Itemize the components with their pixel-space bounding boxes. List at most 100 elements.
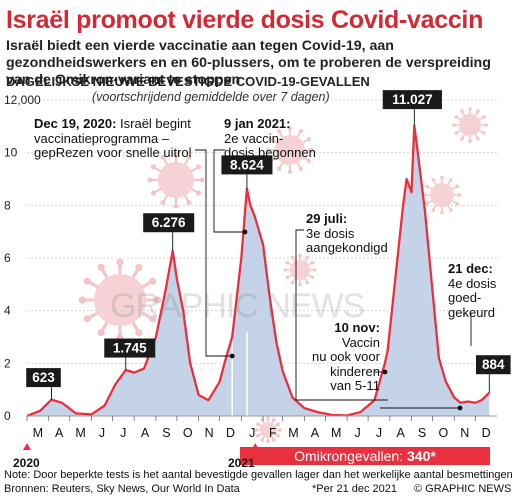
x-tick-label: D (482, 426, 491, 440)
omicron-banner: Omikrongevallen: 340* (240, 447, 490, 465)
virus-spike-tip (287, 169, 293, 174)
chart-subtitle: (voortschrijdend gemiddelde over 7 dagen… (92, 90, 330, 104)
intro-text: Israël biedt een vierde vaccinatie aan t… (6, 38, 491, 88)
x-tick-label: N (205, 426, 214, 440)
data-label-box (382, 90, 442, 110)
virus-spike-tip (310, 260, 315, 265)
virus-spike-tip (482, 115, 486, 119)
annotation-jul29: 29 juli: 3e dosis aangekondigd (306, 211, 388, 255)
area-series (26, 124, 497, 417)
virus-spike-tip (290, 280, 295, 285)
y-tick-label: 12,000 (4, 93, 41, 107)
virus-spike-tip (454, 131, 458, 135)
virus-body (275, 135, 305, 165)
virus-spike-tip (455, 201, 459, 206)
data-label: 623 (32, 370, 55, 385)
virus-icon (283, 253, 317, 287)
virus-icon (254, 416, 282, 444)
virus-spike-tip (266, 439, 270, 444)
y-tick-label: 8 (4, 198, 11, 212)
virus-spike-tip (431, 208, 436, 212)
x-tick-label: J (376, 426, 382, 440)
annotation-nov10: 10 nov: Vaccin nu ook voor kinderen van … (312, 320, 380, 393)
sources: Bronnen: Reuters, Sky News, Our World In… (4, 483, 240, 495)
virus-spike-tip (272, 438, 276, 442)
virus-spike-tip (135, 263, 143, 271)
virus-spike-tip (186, 154, 192, 160)
x-tick-label: N (460, 426, 469, 440)
virus-spike-tip (440, 175, 444, 180)
virus-spike-tip (97, 329, 105, 337)
x-tick-label: M (331, 426, 341, 440)
virus-spike-tip (310, 275, 315, 280)
annotation-dec19: Dec 19, 2020: Israël begint vaccinatiepr… (34, 116, 192, 160)
virus-icon (422, 175, 462, 215)
virus-spike-tip (260, 438, 265, 442)
y-tick-label: 4 (4, 304, 11, 318)
chart-title: DAGELIJKSE NIEUWE BEVESTIGDE COVID-19-GE… (6, 74, 370, 89)
x-tick-label: M (288, 426, 298, 440)
virus-body (290, 260, 310, 280)
year-2021: 2021 (228, 456, 255, 470)
virus-body (260, 422, 276, 438)
virus-spike-tip (199, 177, 205, 183)
virus-body (94, 274, 146, 326)
y-tick-label: 0 (4, 409, 11, 423)
year-2020: 2020 (13, 456, 40, 470)
virus-spike-tip (97, 263, 105, 271)
x-tick-label: A (141, 426, 150, 440)
virus-spike-tip (306, 137, 311, 142)
virus-icon (266, 126, 314, 174)
virus-spike-tip (305, 255, 310, 260)
virus-spike-tip (186, 200, 192, 206)
virus-spike-tip (448, 178, 453, 182)
virus-spike-tip (298, 282, 302, 287)
virus-spike-tip (309, 147, 314, 153)
y-tick-label: 6 (4, 251, 11, 265)
y-axis: 12,000 10 8 6 4 2 0 (4, 93, 41, 423)
year-marker (23, 443, 31, 450)
note: Note: Door beperkte tests is het aantal … (4, 469, 513, 481)
credit: © GRAPHIC NEWS (414, 483, 512, 495)
y-tick-label: 2 (4, 356, 11, 370)
virus-spike-tip (468, 139, 472, 143)
x-tick-label: J (354, 426, 360, 440)
virus-spike-tip (305, 280, 310, 285)
virus-spike-tip (298, 166, 303, 171)
data-label-box (143, 213, 195, 233)
virus-spike-tip (149, 277, 157, 285)
annotation-leaders (195, 149, 472, 411)
annotation-jan9: 9 jan 2021: 2e vaccin- dosis begonnen (224, 116, 316, 160)
x-tick-label: A (311, 426, 320, 440)
virus-spike-tip (468, 107, 472, 111)
x-tick-label: J (249, 426, 255, 440)
virus-spike-tip (448, 208, 453, 212)
virus-spike-tip (425, 201, 429, 206)
virus-spike-tip (455, 184, 459, 189)
virus-icon (78, 258, 162, 342)
virus-spike-tip (116, 258, 124, 266)
virus-spike-tip (173, 151, 179, 157)
virus-spike-tip (196, 164, 202, 170)
virus-spike-tip (277, 428, 282, 432)
virus-spike-tip (285, 275, 290, 280)
virus-body (459, 114, 481, 136)
virus-decoration (78, 107, 488, 444)
virus-spike-tip (431, 178, 436, 182)
virus-spike-tip (425, 184, 429, 189)
virus-spike-tip (83, 315, 91, 323)
virus-spike-tip (154, 296, 162, 304)
virus-spike-tip (298, 253, 302, 258)
leader-dot (457, 405, 463, 411)
virus-spike-tip (269, 137, 274, 142)
virus-icon (452, 107, 488, 143)
data-label-box (475, 355, 511, 375)
virus-spike-tip (440, 210, 444, 215)
virus-spike-tip (260, 418, 265, 422)
virus-spike-tip (312, 268, 317, 272)
virus-spike-tip (290, 255, 295, 260)
x-tick-label: S (162, 426, 170, 440)
data-label: 8.624 (230, 157, 264, 172)
